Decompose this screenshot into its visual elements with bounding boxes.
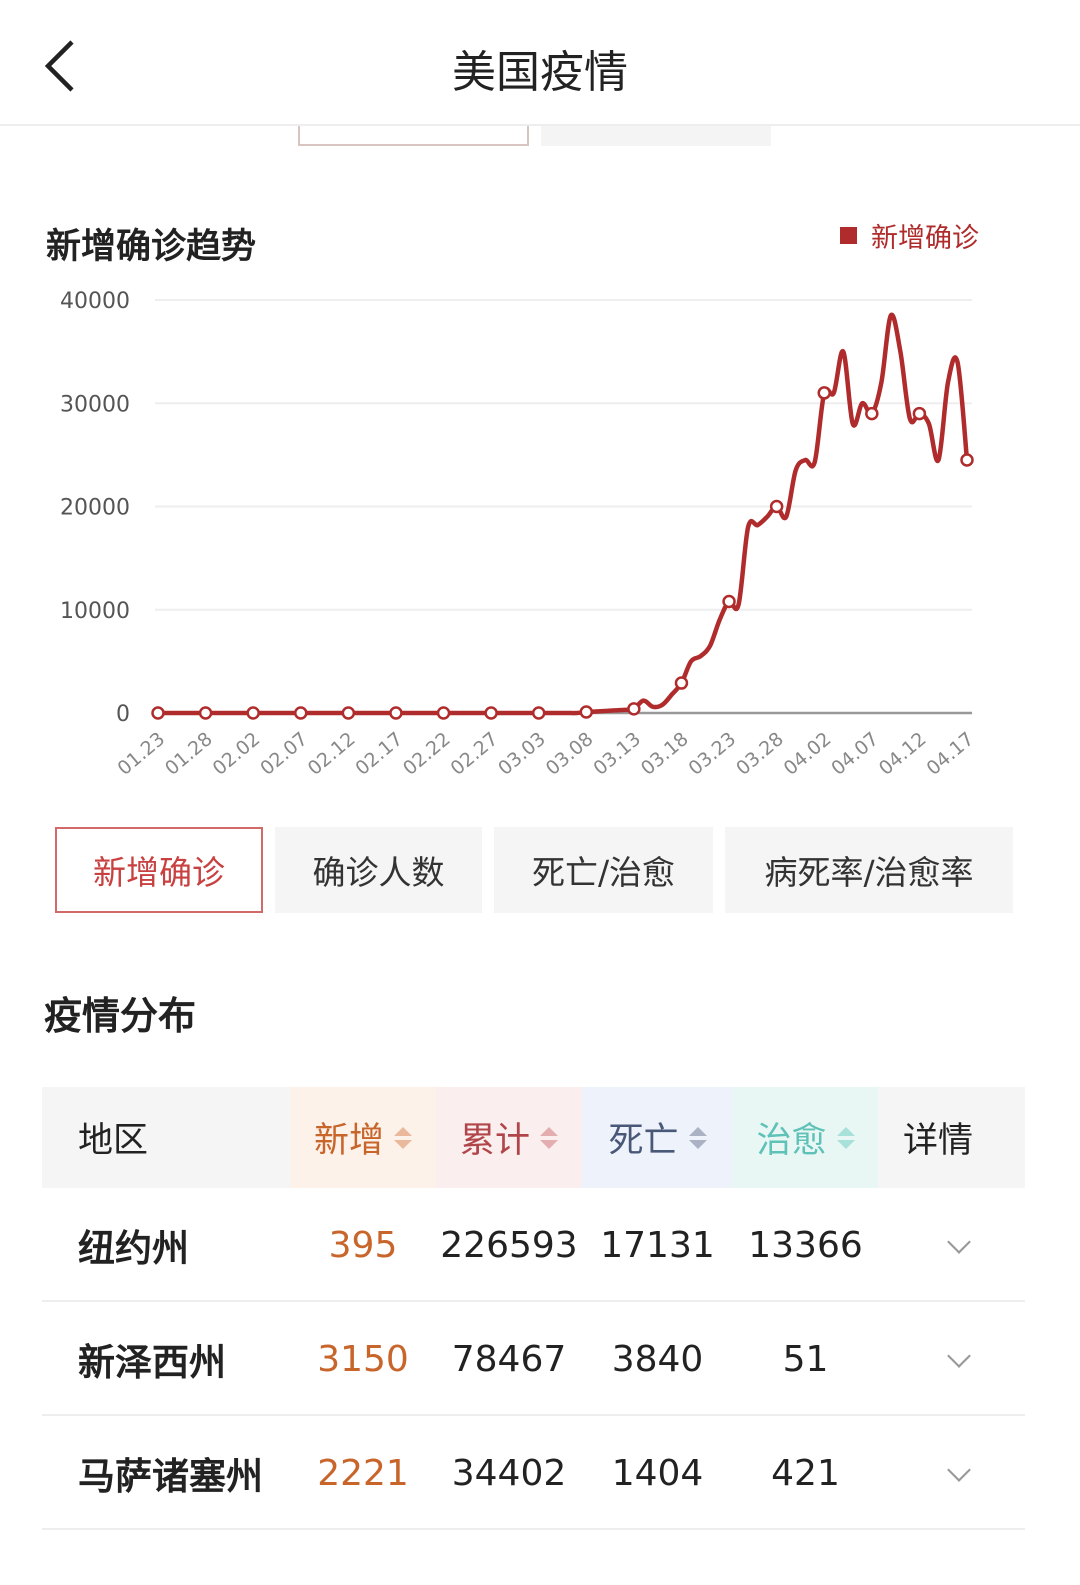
x-tick-label: 03.08 [542, 728, 598, 780]
x-tick-label: 02.02 [209, 728, 265, 780]
data-point [912, 406, 927, 421]
x-tick-label: 03.03 [494, 728, 550, 780]
data-point [722, 594, 736, 609]
header-label: 死亡 [608, 1121, 679, 1161]
data-point [579, 705, 594, 719]
data-point [198, 706, 213, 720]
x-tick-label: 02.07 [256, 728, 312, 780]
cell-cured: 51 [782, 1338, 829, 1380]
chart-legend[interactable]: 新增确诊 [840, 216, 979, 255]
header-total[interactable]: 累计 [436, 1087, 582, 1188]
chevron-down-icon[interactable] [947, 1230, 971, 1254]
cell-total: 34402 [451, 1452, 567, 1494]
chevron-down-icon[interactable] [947, 1344, 971, 1368]
x-tick-label: 02.17 [351, 728, 407, 780]
cell-total: 78467 [451, 1338, 567, 1380]
tab-partial-active[interactable] [298, 126, 529, 146]
cell-new: 3150 [317, 1338, 409, 1380]
tab-new-confirmed[interactable]: 新增确诊 [55, 827, 263, 913]
cell-death: 17131 [600, 1224, 715, 1266]
header-label: 治愈 [756, 1121, 827, 1161]
y-tick-label: 10000 [60, 599, 130, 624]
tab-partial[interactable] [541, 126, 771, 146]
data-point [151, 706, 165, 720]
cell-region: 新泽西州 [78, 1341, 226, 1384]
sort-icon [836, 1126, 855, 1149]
cell-cured: 421 [771, 1452, 840, 1494]
x-tick-label: 02.12 [304, 728, 360, 780]
cell-region: 马萨诸塞州 [78, 1455, 263, 1498]
data-point [769, 499, 784, 514]
data-point [531, 706, 546, 720]
data-point [627, 702, 641, 716]
sort-icon [394, 1126, 412, 1149]
cell-new: 395 [328, 1224, 398, 1266]
data-point [436, 706, 451, 720]
y-tick-label: 20000 [60, 496, 130, 521]
data-point [484, 706, 498, 720]
header-detail: 详情 [902, 1121, 973, 1161]
table-row[interactable]: 新泽西州 3150 78467 3840 51 [42, 1302, 1025, 1416]
cell-death: 1404 [611, 1452, 704, 1494]
data-point [674, 676, 689, 690]
tab-label: 确诊人数 [312, 853, 445, 892]
chevron-down-icon[interactable] [947, 1458, 971, 1482]
header-new[interactable]: 新增 [290, 1087, 436, 1188]
y-tick-label: 30000 [60, 392, 130, 417]
x-tick-label: 01.28 [161, 728, 217, 780]
sort-icon [540, 1126, 558, 1149]
header-bar: 美国疫情 [0, 0, 1080, 126]
x-tick-label: 02.22 [399, 728, 455, 780]
x-tick-label: 03.23 [684, 728, 740, 780]
tab-rates[interactable]: 病死率/治愈率 [725, 827, 1013, 913]
back-arrow-icon[interactable] [40, 38, 80, 94]
section-title: 疫情分布 [44, 994, 197, 1038]
data-point [389, 706, 403, 720]
header-region: 地区 [78, 1121, 149, 1161]
tab-label: 病死率/治愈率 [764, 853, 974, 892]
y-tick-label: 0 [116, 702, 130, 727]
cell-death: 3840 [611, 1338, 704, 1380]
table-row[interactable]: 纽约州 395 226593 17131 13366 [42, 1188, 1025, 1302]
cell-new: 2221 [317, 1452, 409, 1494]
data-point [817, 386, 831, 400]
x-tick-label: 01.23 [113, 728, 169, 780]
header-label: 新增 [313, 1121, 384, 1161]
sort-icon [688, 1126, 707, 1149]
page-title: 美国疫情 [452, 47, 628, 98]
data-point [960, 453, 974, 467]
cell-region: 纽约州 [78, 1227, 189, 1270]
x-tick-label: 02.27 [447, 728, 503, 780]
tab-label: 死亡/治愈 [531, 853, 676, 892]
chart-title: 新增确诊趋势 [46, 227, 257, 267]
table-header: 地区 新增 累计 死亡 治愈 详情 [42, 1087, 1025, 1188]
x-tick-label: 04.17 [922, 728, 978, 780]
data-point [294, 706, 308, 720]
header-label: 累计 [459, 1121, 530, 1161]
tab-confirmed-count[interactable]: 确诊人数 [275, 827, 482, 913]
tab-label: 新增确诊 [93, 853, 225, 892]
x-tick-label: 03.28 [732, 728, 788, 780]
header-cured[interactable]: 治愈 [733, 1087, 878, 1188]
tab-death-cured[interactable]: 死亡/治愈 [494, 827, 713, 913]
line-chart: 0 10000 20000 30000 40000 01.2301.2802.0202.0… [60, 289, 978, 780]
x-tick-label: 04.12 [875, 728, 931, 780]
cell-cured: 13366 [748, 1224, 863, 1266]
x-tick-label: 04.07 [827, 728, 883, 780]
legend-swatch [840, 227, 857, 244]
legend-label: 新增确诊 [871, 223, 979, 254]
data-point [246, 706, 260, 720]
x-tick-label: 03.18 [637, 728, 693, 780]
x-tick-label: 04.02 [780, 728, 836, 780]
series-line [157, 312, 970, 716]
y-tick-label: 40000 [60, 289, 130, 314]
data-point [865, 406, 879, 421]
x-tick-label: 03.13 [589, 728, 645, 780]
table-row[interactable]: 马萨诸塞州 2221 34402 1404 421 [42, 1416, 1025, 1530]
header-death[interactable]: 死亡 [582, 1087, 733, 1188]
data-point [341, 706, 356, 720]
cell-total: 226593 [440, 1224, 578, 1266]
